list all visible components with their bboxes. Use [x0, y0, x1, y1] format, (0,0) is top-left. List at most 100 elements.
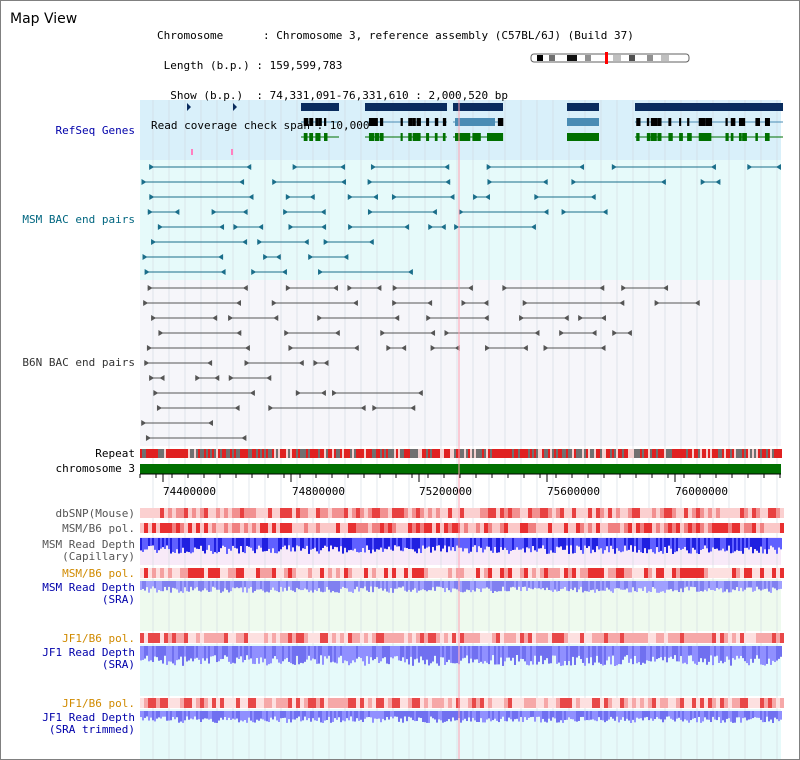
msm-bac-end[interactable] [303, 239, 309, 245]
b6n-bac-end[interactable] [244, 345, 250, 351]
exon[interactable] [668, 118, 672, 126]
exon[interactable] [687, 118, 690, 126]
msm-bac-end[interactable] [149, 164, 155, 170]
msm-bac-end[interactable] [251, 269, 257, 275]
b6n-bac-end[interactable] [430, 345, 436, 351]
exon[interactable] [766, 133, 770, 141]
b6n-bac-end[interactable] [153, 390, 159, 396]
msm-bac-end[interactable] [308, 254, 314, 260]
gene-block[interactable] [635, 103, 783, 111]
b6n-bac-end[interactable] [156, 405, 162, 411]
msm-bac-end[interactable] [283, 209, 289, 215]
msm-bac-end[interactable] [486, 164, 492, 170]
exon[interactable] [318, 118, 322, 126]
b6n-bac-end[interactable] [298, 360, 304, 366]
msm-bac-end[interactable] [747, 164, 753, 170]
exon[interactable] [679, 133, 683, 141]
exon[interactable] [647, 118, 650, 126]
exon[interactable] [303, 118, 309, 126]
exon[interactable] [755, 133, 758, 141]
b6n-bac-end[interactable] [591, 330, 597, 336]
exon[interactable] [303, 133, 308, 141]
b6n-bac-end[interactable] [146, 345, 152, 351]
msm-bac-end[interactable] [372, 194, 378, 200]
exon[interactable] [764, 133, 768, 141]
b6n-bac-end[interactable] [626, 330, 632, 336]
msm-bac-end[interactable] [242, 209, 248, 215]
exon[interactable] [455, 118, 495, 126]
b6n-bac-end[interactable] [612, 330, 618, 336]
b6n-bac-end[interactable] [242, 285, 248, 291]
msm-bac-end[interactable] [275, 254, 281, 260]
msm-bac-end[interactable] [320, 209, 326, 215]
msm-bac-end[interactable] [242, 239, 248, 245]
b6n-bac-end[interactable] [151, 315, 157, 321]
exon[interactable] [636, 118, 641, 126]
msm-bac-end[interactable] [348, 224, 354, 230]
b6n-bac-end[interactable] [430, 330, 436, 336]
exon[interactable] [742, 133, 747, 141]
msm-bac-end[interactable] [142, 254, 148, 260]
exon[interactable] [416, 133, 420, 141]
exon[interactable] [650, 133, 655, 141]
msm-bac-end[interactable] [174, 209, 180, 215]
b6n-bac-end[interactable] [323, 360, 329, 366]
b6n-bac-end[interactable] [417, 390, 423, 396]
gene-arrow[interactable] [187, 103, 191, 111]
msm-bac-end[interactable] [144, 269, 150, 275]
msm-bac-end[interactable] [391, 194, 397, 200]
msm-bac-end[interactable] [445, 179, 451, 185]
msm-bac-end[interactable] [715, 179, 721, 185]
msm-bac-end[interactable] [440, 224, 446, 230]
track-label-b6n-bac[interactable]: B6N BAC end pairs [22, 356, 135, 369]
msm-bac-end[interactable] [149, 194, 155, 200]
msm-bac-end[interactable] [233, 224, 239, 230]
b6n-bac-end[interactable] [654, 300, 660, 306]
msm-bac-end[interactable] [151, 239, 157, 245]
msm-bac-end[interactable] [340, 179, 346, 185]
exon[interactable] [698, 133, 703, 141]
msm-bac-end[interactable] [473, 194, 479, 200]
b6n-bac-end[interactable] [266, 375, 272, 381]
exon[interactable] [324, 133, 328, 141]
b6n-bac-end[interactable] [241, 435, 247, 441]
msm-bac-end[interactable] [248, 194, 254, 200]
b6n-bac-end[interactable] [461, 300, 467, 306]
b6n-bac-end[interactable] [394, 315, 400, 321]
b6n-bac-end[interactable] [352, 300, 358, 306]
exon[interactable] [309, 118, 314, 126]
exon[interactable] [400, 133, 403, 141]
b6n-bac-end[interactable] [353, 345, 359, 351]
exon[interactable] [374, 133, 380, 141]
track-label-refseq[interactable]: RefSeq Genes [55, 124, 135, 137]
b6n-bac-end[interactable] [467, 285, 473, 291]
exon[interactable] [442, 133, 446, 141]
msm-bac-end[interactable] [220, 269, 226, 275]
msm-bac-end[interactable] [530, 224, 536, 230]
exon[interactable] [379, 118, 384, 126]
b6n-bac-end[interactable] [386, 345, 392, 351]
b6n-bac-end[interactable] [244, 360, 250, 366]
msm-bac-end[interactable] [218, 254, 224, 260]
msm-bac-end[interactable] [660, 179, 666, 185]
exon[interactable] [652, 118, 658, 126]
msm-bac-end[interactable] [571, 179, 577, 185]
msm-bac-end[interactable] [257, 239, 263, 245]
b6n-bac-end[interactable] [145, 435, 151, 441]
exon[interactable] [476, 133, 481, 141]
b6n-bac-end[interactable] [392, 285, 398, 291]
b6n-bac-end[interactable] [401, 345, 407, 351]
msm-bac-end[interactable] [288, 224, 294, 230]
exon[interactable] [652, 133, 657, 141]
b6n-bac-end[interactable] [159, 375, 165, 381]
b6n-bac-end[interactable] [320, 390, 326, 396]
exon[interactable] [657, 133, 662, 141]
exon[interactable] [418, 118, 421, 126]
b6n-bac-end[interactable] [158, 330, 164, 336]
gene-block[interactable] [365, 103, 447, 111]
b6n-bac-end[interactable] [578, 315, 584, 321]
b6n-bac-end[interactable] [427, 300, 433, 306]
exon[interactable] [725, 133, 729, 141]
msm-bac-end[interactable] [542, 179, 548, 185]
msm-bac-end[interactable] [323, 239, 329, 245]
